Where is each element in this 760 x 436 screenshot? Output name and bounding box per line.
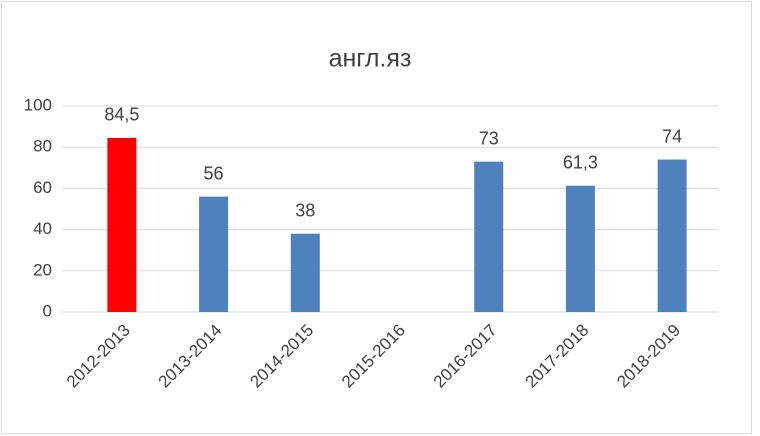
value-label: 73 (479, 128, 499, 148)
bar (565, 185, 595, 312)
value-label: 74 (662, 126, 682, 146)
bar (199, 196, 229, 312)
value-label: 56 (204, 163, 224, 183)
chart-title: англ.яз (329, 45, 412, 73)
y-tick-label: 40 (33, 219, 52, 238)
bar (107, 137, 137, 312)
y-tick-label: 80 (33, 137, 52, 156)
bar (474, 161, 504, 312)
y-tick-label: 100 (24, 95, 52, 114)
value-label: 84,5 (104, 105, 139, 125)
value-label: 61,3 (563, 152, 598, 172)
value-label: 38 (295, 200, 315, 220)
bar (290, 233, 320, 312)
y-tick-label: 60 (33, 178, 52, 197)
bar (657, 159, 687, 312)
y-tick-label: 20 (33, 260, 52, 279)
y-tick-label: 0 (43, 301, 52, 320)
